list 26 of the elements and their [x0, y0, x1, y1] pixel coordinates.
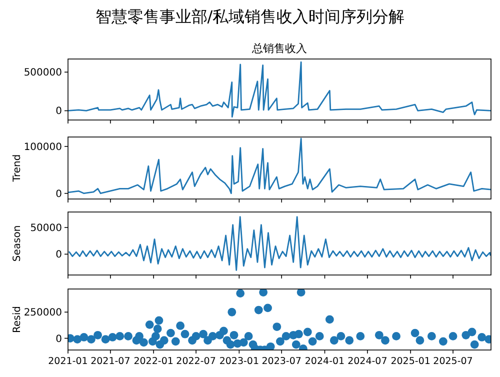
chart-title: 智慧零售事业部/私域销售收入时间序列分解	[95, 7, 405, 26]
line-series	[68, 216, 491, 271]
x-tick-label: 2024-07	[348, 356, 388, 367]
y-axis-title: Season	[12, 225, 23, 262]
y-tick-label: 500000	[24, 68, 62, 79]
line-series	[68, 61, 491, 118]
chart-subtitle: 总销售收入	[251, 42, 307, 55]
y-tick-label: 100000	[24, 142, 62, 153]
y-tick-label: 50000	[30, 222, 62, 234]
x-tick-label: 2021-01	[48, 356, 88, 367]
y-tick-label: 0	[56, 106, 62, 118]
x-tick-label: 2024-01	[304, 356, 345, 367]
x-tick-label: 2025-07	[433, 356, 473, 367]
y-axis-title: Resid	[12, 306, 23, 333]
x-tick-label: 2023-07	[262, 356, 302, 367]
y-tick-label: 0	[56, 334, 62, 345]
y-axis-title: Trend	[12, 154, 23, 183]
x-tick-label: 2023-01	[219, 356, 260, 367]
x-tick-label: 2022-07	[176, 356, 216, 367]
x-tick-label: 2025-01	[390, 356, 430, 367]
line-series	[68, 138, 491, 194]
y-tick-label: 0	[56, 188, 62, 200]
x-tick-label: 2021-07	[90, 356, 130, 367]
y-tick-label: 0	[56, 250, 62, 261]
x-tick-label: 2022-01	[134, 356, 174, 367]
y-tick-label: 250000	[24, 308, 62, 319]
